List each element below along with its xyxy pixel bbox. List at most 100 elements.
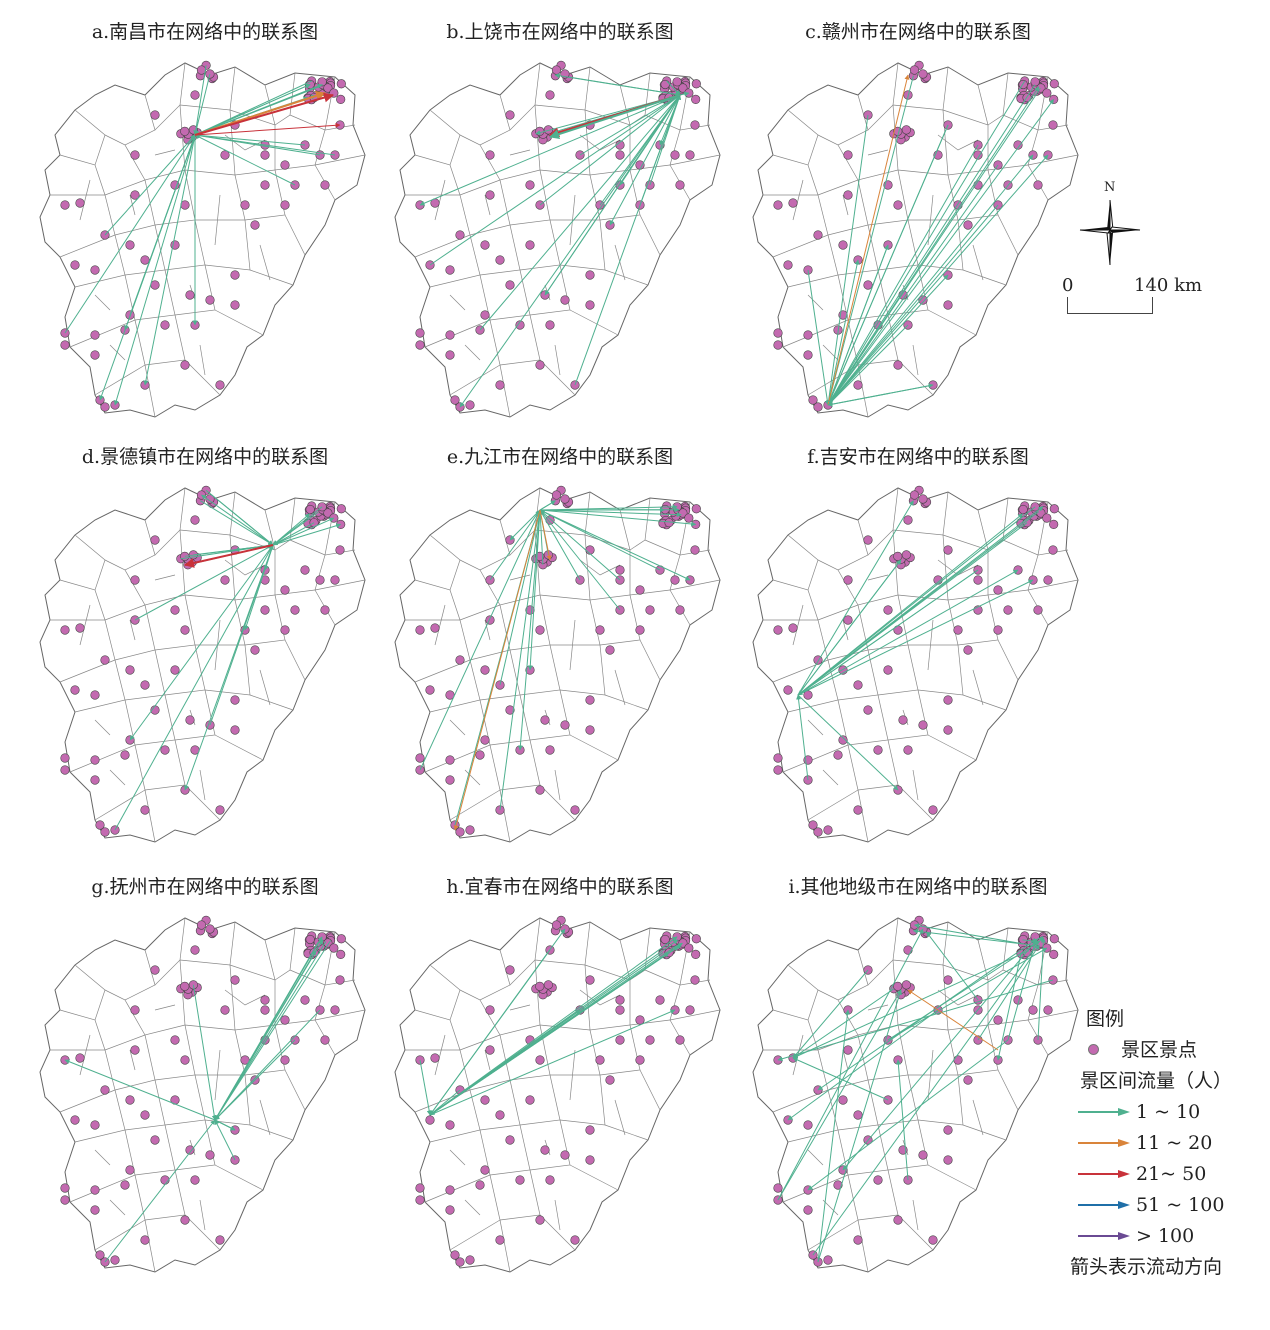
- scenic-spot: [506, 1136, 515, 1145]
- scenic-spot: [929, 806, 938, 815]
- scenic-spot: [994, 1016, 1003, 1025]
- scenic-spot: [131, 151, 140, 160]
- scenic-spot: [231, 976, 240, 985]
- scenic-spot: [546, 321, 555, 330]
- scenic-spot: [416, 626, 425, 635]
- scenic-spot: [71, 686, 80, 695]
- scenic-spot: [646, 606, 655, 615]
- compass-rose-icon: [1075, 195, 1145, 275]
- scenic-spot: [1029, 1006, 1038, 1015]
- scenic-spot: [964, 221, 973, 230]
- scenic-spot: [974, 576, 983, 585]
- scenic-spot: [336, 976, 345, 985]
- scenic-spot: [321, 606, 330, 615]
- province-boundary: [40, 488, 365, 842]
- scenic-spot: [774, 754, 783, 763]
- scenic-spot: [496, 256, 505, 265]
- panel-title: d.景德镇市在网络中的联系图: [35, 442, 375, 469]
- scenic-spot: [884, 606, 893, 615]
- scenic-spot: [466, 401, 475, 410]
- scenic-spot: [784, 686, 793, 695]
- scenic-spot: [331, 1006, 340, 1015]
- scenic-spot: [546, 746, 555, 755]
- scenic-spot: [774, 341, 783, 350]
- scenic-spot: [884, 666, 893, 675]
- scenic-spot: [814, 828, 823, 837]
- scenic-spot: [171, 1036, 180, 1045]
- scenic-spot: [1043, 89, 1052, 98]
- scenic-spot: [606, 646, 615, 655]
- scenic-spot: [446, 1206, 455, 1215]
- scenic-spot: [944, 301, 953, 310]
- scenic-spot: [61, 626, 70, 635]
- scenic-spot: [191, 516, 200, 525]
- scenic-spot: [919, 495, 928, 504]
- scenic-spot: [456, 828, 465, 837]
- scenic-spot: [206, 1151, 215, 1160]
- scenic-spot: [251, 221, 260, 230]
- scenic-spot: [241, 201, 250, 210]
- scenic-spot: [536, 1056, 545, 1065]
- scenic-spot: [446, 756, 455, 765]
- scenic-spot: [899, 716, 908, 725]
- scenic-spot: [316, 576, 325, 585]
- scenic-spot: [814, 403, 823, 412]
- scenic-spot: [281, 201, 290, 210]
- scenic-spot: [692, 79, 701, 88]
- panel-title: c.赣州市在网络中的联系图: [748, 17, 1088, 44]
- scenic-spot: [161, 746, 170, 755]
- scenic-spot: [126, 1096, 135, 1105]
- scenic-spot: [526, 181, 535, 190]
- legend-class-label: 11 ~ 20: [1136, 1128, 1212, 1158]
- scenic-spot: [919, 721, 928, 730]
- scenic-spot: [281, 626, 290, 635]
- scenic-spot: [101, 1086, 110, 1095]
- scenic-spot: [910, 66, 919, 75]
- scenic-spot: [216, 381, 225, 390]
- scenic-spot: [416, 329, 425, 338]
- scenic-spot: [944, 696, 953, 705]
- panel-title: e.九江市在网络中的联系图: [390, 442, 730, 469]
- province-boundary: [40, 63, 365, 417]
- scenic-spot: [844, 1046, 853, 1055]
- scenic-spot: [416, 754, 425, 763]
- map-panel: c.赣州市在网络中的联系图: [748, 55, 1088, 475]
- scenic-spot: [446, 351, 455, 360]
- scenic-spot: [456, 1258, 465, 1267]
- scenic-spot: [1050, 934, 1059, 943]
- scenic-spot: [306, 935, 315, 944]
- map-panel: b.上饶市在网络中的联系图: [390, 55, 730, 475]
- province-boundary: [753, 488, 1078, 842]
- scenic-spot: [964, 1076, 973, 1085]
- jiangxi-map: [35, 910, 375, 1280]
- scenic-spot: [180, 127, 189, 136]
- jiangxi-map: [35, 480, 375, 850]
- scenic-spot: [180, 982, 189, 991]
- scenic-spot: [571, 806, 580, 815]
- scenic-spot: [91, 351, 100, 360]
- scenic-spot: [789, 624, 798, 633]
- scenic-spot: [151, 966, 160, 975]
- scenic-spot: [636, 1016, 645, 1025]
- scenic-spot: [910, 921, 919, 930]
- scenic-spot: [291, 606, 300, 615]
- scenic-spot: [691, 546, 700, 555]
- legend-flow-class: 51 ~ 100: [1070, 1189, 1232, 1220]
- scenic-spot: [536, 626, 545, 635]
- scenic-spot: [1004, 606, 1013, 615]
- scenic-spot: [141, 1236, 150, 1245]
- scenic-spot: [481, 736, 490, 745]
- scenic-spot: [656, 996, 665, 1005]
- scenic-spot: [496, 1236, 505, 1245]
- scenic-spot: [774, 1184, 783, 1193]
- scenic-spot: [206, 925, 215, 934]
- scenic-spot: [546, 91, 555, 100]
- scenic-spot: [854, 1111, 863, 1120]
- scenic-spot: [221, 1006, 230, 1015]
- scenic-spot: [61, 754, 70, 763]
- scenic-spot: [586, 271, 595, 280]
- scenic-spot: [804, 331, 813, 340]
- scenic-spot: [864, 706, 873, 715]
- jiangxi-map: [390, 55, 730, 425]
- scenic-spot: [954, 626, 963, 635]
